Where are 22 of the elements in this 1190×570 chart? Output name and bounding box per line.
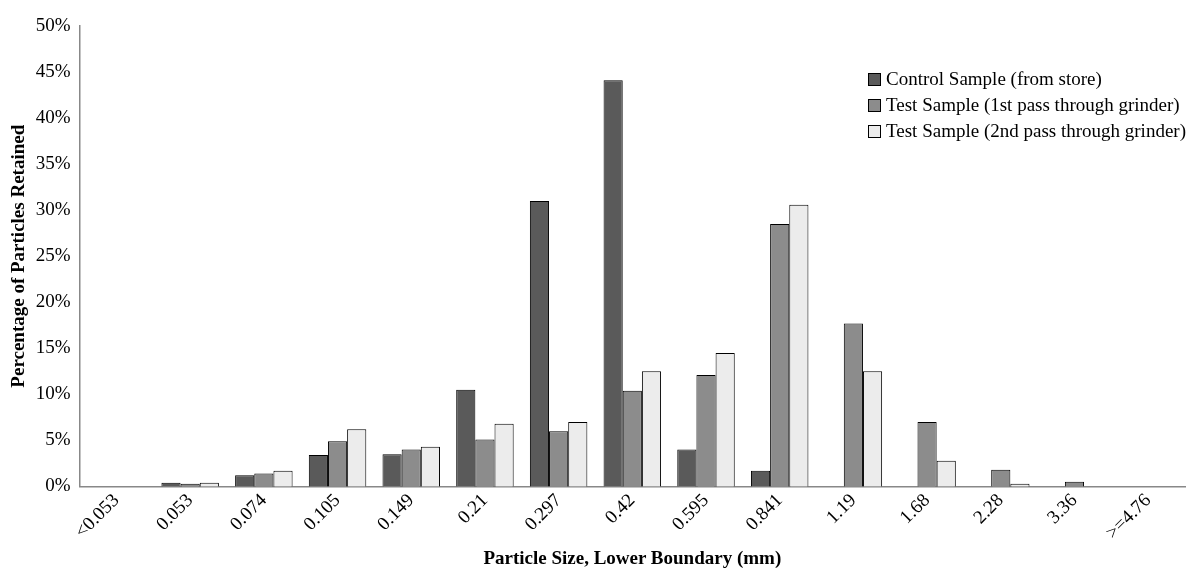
x-tick-label: 1.19 <box>821 488 860 528</box>
y-tick-label: 25% <box>35 244 71 266</box>
x-axis-title: Particle Size, Lower Boundary (mm) <box>483 546 782 569</box>
y-tick-label: 45% <box>35 60 71 82</box>
legend-label: Control Sample (from store) <box>886 67 1102 91</box>
legend-label: Test Sample (2nd pass through grinder) <box>886 119 1186 143</box>
x-tick-label: 1.68 <box>895 488 934 528</box>
x-tick-label: 2.28 <box>968 488 1008 528</box>
x-tick-label: 0.42 <box>600 488 639 528</box>
y-tick-label: 0% <box>45 474 71 496</box>
y-tick-label: 50% <box>35 13 71 35</box>
y-tick-label: 40% <box>35 106 71 128</box>
x-tick-label: 3.36 <box>1042 488 1081 528</box>
y-tick-label: 30% <box>35 198 71 220</box>
y-tick-label: 15% <box>35 336 71 358</box>
legend-label: Test Sample (1st pass through grinder) <box>886 93 1180 117</box>
y-tick-label: 10% <box>35 382 71 404</box>
y-axis-title: Percentage of Particles Retained <box>7 124 29 388</box>
y-tick-label: 20% <box>35 290 71 312</box>
y-tick-label: 35% <box>35 152 71 174</box>
y-tick-label: 5% <box>45 428 71 450</box>
x-tick-label: 0.21 <box>452 488 492 528</box>
